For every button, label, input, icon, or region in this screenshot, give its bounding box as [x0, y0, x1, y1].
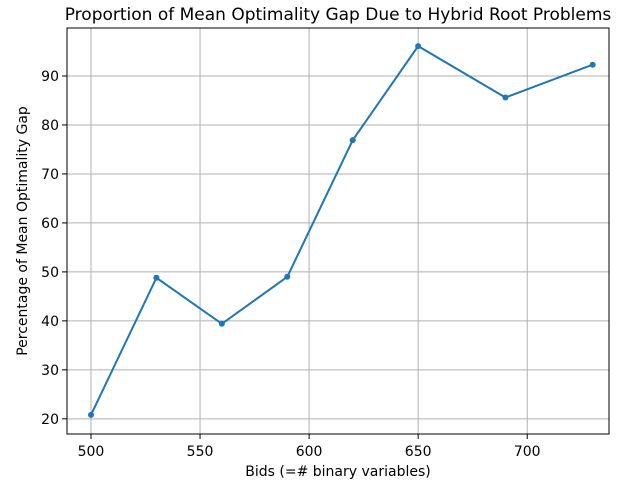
- y-tick-label: 30: [41, 363, 59, 379]
- point: [87, 411, 94, 418]
- point: [349, 137, 356, 144]
- x-tick-label: 550: [187, 444, 214, 460]
- x-tick-label: 700: [514, 444, 541, 460]
- line: [90, 44, 593, 416]
- point: [589, 61, 596, 68]
- y-axis-label: Percentage of Mean Optimality Gap: [15, 106, 31, 356]
- chart-title: Proportion of Mean Optimality Gap Due to…: [65, 5, 612, 25]
- y-tick-label: 20: [41, 412, 59, 428]
- x-tick-label: 500: [78, 444, 105, 460]
- y-tick-label: 80: [41, 118, 59, 134]
- y-tick-label: 50: [41, 265, 59, 281]
- y-tick-label: 60: [41, 216, 59, 232]
- y-tick-label: 40: [41, 314, 59, 330]
- point: [415, 43, 422, 50]
- x-tick-label: 600: [296, 444, 323, 460]
- point: [153, 274, 160, 281]
- y-tick-label: 70: [41, 167, 59, 183]
- point: [218, 320, 225, 327]
- plot-frame: [66, 27, 610, 435]
- x-axis-label: Bids (=# binary variables): [245, 464, 430, 480]
- point: [502, 94, 509, 101]
- point: [284, 273, 291, 280]
- x-tick-label: 650: [405, 444, 432, 460]
- y-tick-label: 90: [41, 69, 59, 85]
